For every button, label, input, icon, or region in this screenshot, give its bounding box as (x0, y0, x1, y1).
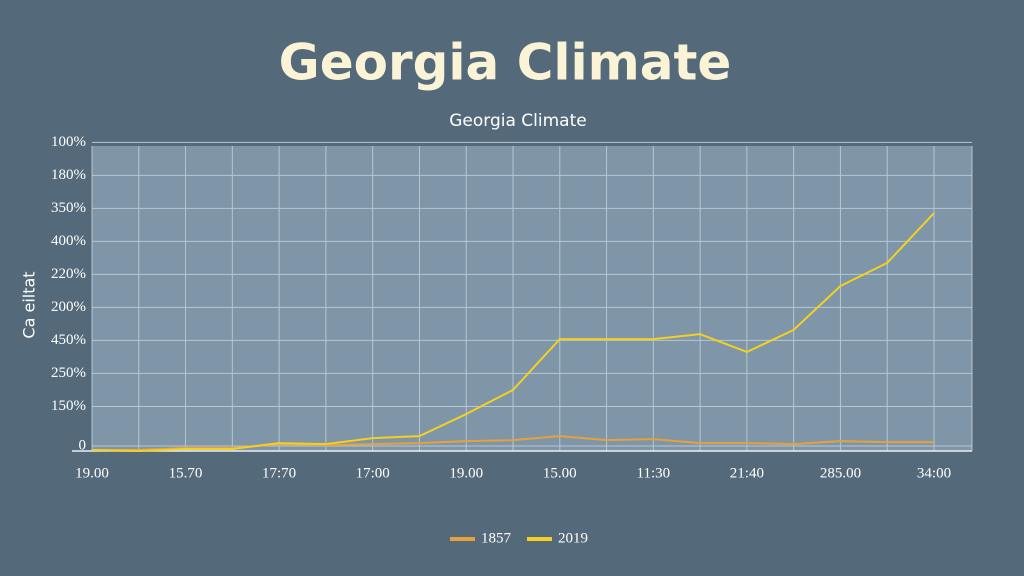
y-tick-label: 250% (51, 365, 86, 381)
x-tick-label: 21:40 (730, 465, 764, 481)
y-tick-label: 350% (51, 200, 86, 216)
legend-label: 2019 (558, 530, 588, 546)
x-tick-label: 15.00 (543, 465, 577, 481)
y-tick-label: 200% (51, 299, 86, 315)
data-line (91, 212, 935, 452)
x-tick-label: 17:70 (262, 465, 296, 481)
y-tick-label: 180% (51, 167, 86, 183)
x-tick-label: 34:00 (917, 465, 951, 481)
x-tick-label: 17:00 (356, 465, 390, 481)
x-tick-label: 15.70 (169, 465, 203, 481)
y-tick-label: 150% (51, 398, 86, 414)
chart-title: Georgia Climate (279, 34, 732, 92)
x-tick-label: 11:30 (637, 465, 671, 481)
y-tick-label: 220% (51, 266, 86, 282)
legend-label: 1857 (481, 530, 512, 546)
y-tick-label: 0 (79, 437, 87, 453)
x-tick-label: 285.00 (820, 465, 861, 481)
legend: 1857 2019 (450, 530, 588, 546)
y-axis-label: Ca eiltat (20, 271, 39, 338)
x-tick-label: 19.00 (449, 465, 483, 481)
x-tick-label: 19.00 (75, 465, 109, 481)
y-tick-label: 450% (51, 332, 86, 348)
chart-subtitle: Georgia Climate (449, 111, 586, 131)
plot-area (92, 146, 972, 451)
y-tick-label: 100% (51, 134, 86, 150)
y-tick-label: 400% (51, 233, 86, 249)
